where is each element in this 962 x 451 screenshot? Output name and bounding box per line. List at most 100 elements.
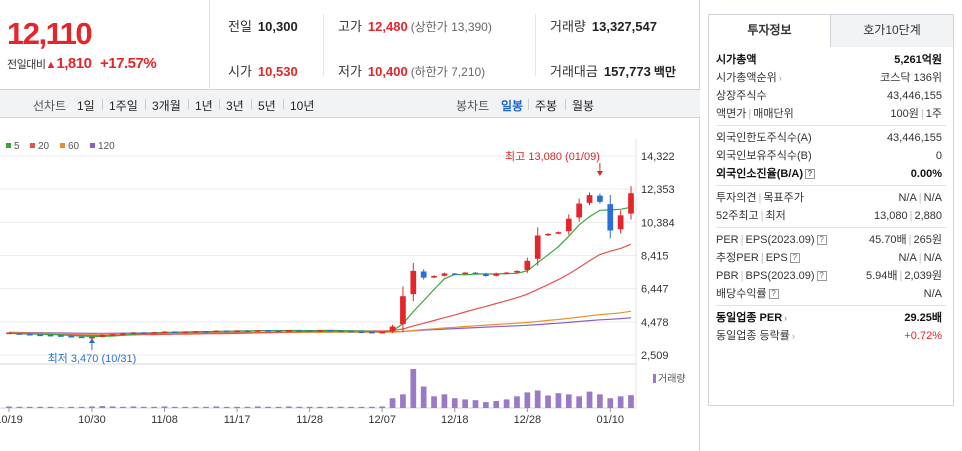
candle-body xyxy=(109,334,116,336)
help-icon[interactable]: ? xyxy=(816,271,827,282)
candle-body xyxy=(140,332,147,334)
candle-body xyxy=(275,330,282,333)
volume-bar xyxy=(151,406,157,408)
tab-investment-info[interactable]: 투자정보 xyxy=(709,15,831,47)
info-key: 시가총액 xyxy=(716,54,757,66)
current-price: 12,110 xyxy=(7,16,93,51)
volume-legend-swatch xyxy=(653,374,656,383)
info-value: 13,080 | 2,880 xyxy=(873,210,942,222)
candle-body xyxy=(37,334,43,337)
candle-body xyxy=(130,332,137,334)
info-key: 동일업종 PER › xyxy=(716,312,788,324)
volume-bar xyxy=(192,406,199,408)
volume-bar xyxy=(223,406,230,408)
trade-amount: 거래대금 157,773 백만 xyxy=(550,64,676,79)
caret-right-icon[interactable]: › xyxy=(778,73,782,83)
info-value: 5.94배 | 2,039원 xyxy=(865,270,942,282)
info-group: PER | EPS(2023.09)? 45.70배 | 265원 추정PER | EPS? N/… xyxy=(716,227,946,305)
tab-order-book[interactable]: 호가10단계 xyxy=(831,15,953,47)
volume-bar xyxy=(483,402,489,408)
info-row: 외국인소진율(B/A)? 0.00% xyxy=(716,165,946,183)
info-key: PER | EPS(2023.09)? xyxy=(716,234,827,246)
volume-bar xyxy=(140,406,147,408)
info-value: +0.72% xyxy=(904,330,942,342)
info-value: 0 xyxy=(935,150,942,162)
volume-bar xyxy=(358,406,365,408)
period-5y[interactable]: 5년 xyxy=(258,99,276,113)
volume-bar xyxy=(78,406,85,408)
info-value: 코스닥 136위 xyxy=(880,72,942,84)
x-tick-label: 01/10 xyxy=(597,414,625,426)
volume: 거래량 13,327,547 xyxy=(550,19,657,34)
info-value: 43,446,155 xyxy=(886,90,942,102)
info-row: 시가총액 5,261억원 xyxy=(716,51,946,69)
help-icon[interactable]: ? xyxy=(816,235,827,246)
volume-bar xyxy=(244,406,251,408)
volume-bar xyxy=(182,406,189,408)
info-row: 액면가 | 매매단위 100원 | 1주 xyxy=(716,105,946,123)
help-icon[interactable]: ? xyxy=(768,289,779,300)
volume-bar xyxy=(6,406,12,408)
period-3m[interactable]: 3개월 xyxy=(152,99,181,113)
volume-bar xyxy=(420,386,427,408)
legend-entry: 20 xyxy=(38,141,50,152)
volume-bar xyxy=(565,394,572,408)
y-tick-label: 12,353 xyxy=(641,184,675,196)
period-3y[interactable]: 3년 xyxy=(226,99,244,113)
volume-bar xyxy=(16,406,23,408)
info-key: PBR | BPS(2023.09)? xyxy=(716,270,827,282)
candle-body xyxy=(317,330,323,332)
candle-body xyxy=(57,335,64,337)
candle-body xyxy=(576,203,583,218)
candle-body xyxy=(223,330,230,333)
quote-summary: 12,110 전일대비▲1,810 +17.57% 전일 10,300 시가 10,… xyxy=(0,0,700,90)
volume-bar xyxy=(306,406,313,408)
info-value: 29.25배 xyxy=(904,312,942,324)
candle-body xyxy=(462,272,468,275)
candle-body xyxy=(514,270,520,273)
candle-body xyxy=(120,333,126,335)
candle-body xyxy=(431,275,437,278)
volume-bar xyxy=(607,398,614,408)
legend-swatch xyxy=(90,143,95,148)
candle-body xyxy=(192,331,199,333)
period-1w[interactable]: 1주일 xyxy=(109,99,138,113)
info-value: 0.00% xyxy=(910,168,942,180)
candle-body xyxy=(545,233,551,236)
volume-bar xyxy=(555,393,562,408)
candle-monthly[interactable]: 월봉 xyxy=(572,99,595,113)
volume-bar xyxy=(161,406,168,408)
volume-bar xyxy=(503,399,510,408)
volume-bar xyxy=(451,398,458,408)
candle-body xyxy=(26,333,33,336)
y-tick-label: 8,415 xyxy=(641,251,669,263)
candle-body xyxy=(6,332,12,335)
volume-bar xyxy=(68,406,75,408)
caret-right-icon[interactable]: › xyxy=(784,313,788,323)
candle-body xyxy=(451,273,458,276)
x-tick-label: 11/08 xyxy=(151,414,178,426)
caret-right-icon[interactable]: › xyxy=(791,331,795,341)
info-row: 배당수익률? N/A xyxy=(716,285,946,303)
volume-bar xyxy=(327,406,334,408)
x-tick-label: 12/18 xyxy=(441,414,469,426)
info-group: 외국인한도주식수(A) 43,446,155 외국인보유주식수(B) 0 외국인소진율(… xyxy=(716,125,946,185)
low-marker-icon xyxy=(88,338,95,343)
candle-body xyxy=(493,273,500,276)
candle-weekly[interactable]: 주봉 xyxy=(535,99,558,113)
candlestick-chart: 5 20 60 120 14,322 12,353 10,384 8,415 6,447 4,47… xyxy=(0,139,686,426)
period-1d[interactable]: 1일 xyxy=(77,99,95,113)
y-tick-label: 2,509 xyxy=(641,350,669,362)
help-icon[interactable]: ? xyxy=(789,253,800,264)
volume-bar xyxy=(472,400,479,408)
prev-close: 전일 10,300 xyxy=(228,19,298,34)
period-10y[interactable]: 10년 xyxy=(290,99,315,113)
info-key: 동일업종 등락률 › xyxy=(716,330,795,342)
candle-body xyxy=(78,336,85,339)
candle-daily[interactable]: 일봉 xyxy=(501,99,524,113)
help-icon[interactable]: ? xyxy=(805,169,815,180)
stock-panel: 12,110 전일대비▲1,810 +17.57% 전일 10,300 시가 10,… xyxy=(0,0,700,451)
period-1y[interactable]: 1년 xyxy=(195,99,213,113)
volume-bar xyxy=(628,395,634,408)
info-key: 52주최고 | 최저 xyxy=(716,210,786,222)
